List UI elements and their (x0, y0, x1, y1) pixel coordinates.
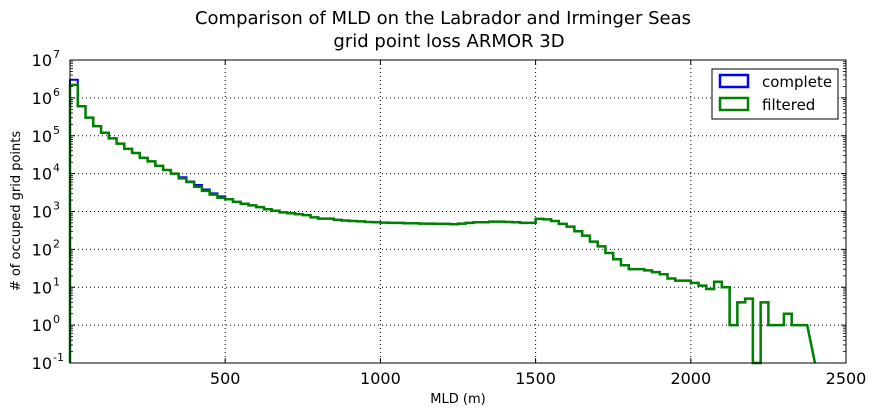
y-tick-label-base: 10 (32, 51, 52, 70)
y-tick-label-base: 10 (32, 240, 52, 259)
y-tick-label-exponent: 3 (53, 200, 60, 213)
y-tick-label: 10 0 (32, 313, 60, 335)
chart-title-line-1: Comparison of MLD on the Labrador and Ir… (195, 8, 691, 29)
x-tick-label: 1500 (515, 369, 556, 388)
legend: complete filtered (711, 68, 839, 120)
data-series (68, 78, 817, 365)
y-tick-label-base: 10 (32, 354, 52, 373)
legend-label-filtered: filtered (762, 96, 815, 114)
x-tick-label: 1000 (360, 369, 401, 388)
legend-label-complete: complete (762, 73, 832, 91)
x-tick-label: 2000 (670, 369, 711, 388)
y-tick-label: 10 2 (32, 237, 60, 259)
chart-title-line-2: grid point loss ARMOR 3D (333, 31, 564, 52)
y-tick-label-exponent: 7 (53, 48, 60, 61)
y-tick-label-base: 10 (32, 165, 52, 184)
y-tick-label: 10 3 (32, 200, 60, 222)
y-tick-label: 10 4 (32, 162, 60, 184)
series-filtered-step (68, 83, 817, 365)
y-tick-label: 10 -1 (32, 351, 64, 373)
y-tick-label-exponent: -1 (53, 351, 64, 364)
series-complete-step (69, 78, 816, 364)
y-tick-label: 10 6 (32, 86, 60, 108)
y-tick-label-base: 10 (32, 316, 52, 335)
grid (70, 60, 846, 363)
legend-swatch-filtered (718, 96, 750, 112)
y-tick-label-base: 10 (32, 278, 52, 297)
x-tick-labels: 500 1000 1500 2000 2500 (210, 369, 866, 388)
y-tick-label-exponent: 6 (53, 86, 60, 99)
y-tick-label: 10 1 (32, 275, 60, 297)
axis-ticks (70, 59, 847, 364)
y-tick-label-exponent: 5 (53, 124, 60, 137)
legend-swatch-complete (718, 73, 750, 89)
x-tick-label: 500 (210, 369, 241, 388)
y-tick-label-base: 10 (32, 203, 52, 222)
y-axis-label: # of occuped grid points (9, 131, 24, 292)
y-tick-label-exponent: 1 (53, 275, 60, 288)
y-tick-label-base: 10 (32, 127, 52, 146)
y-tick-label-exponent: 2 (53, 237, 60, 250)
y-tick-label: 10 7 (32, 48, 60, 70)
y-tick-label-base: 10 (32, 89, 52, 108)
y-tick-label: 10 5 (32, 124, 60, 146)
y-tick-label-exponent: 4 (53, 162, 60, 175)
x-tick-label: 2500 (826, 369, 867, 388)
y-tick-label-exponent: 0 (53, 313, 60, 326)
x-axis-label: MLD (m) (430, 392, 485, 407)
